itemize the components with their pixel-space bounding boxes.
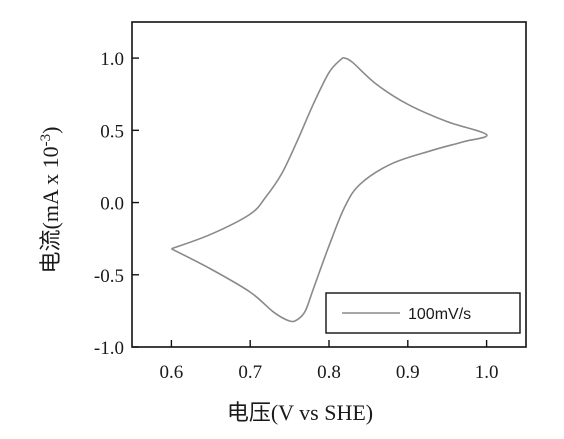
x-tick-label: 0.7 [238, 362, 262, 383]
x-tick-label: 0.6 [160, 362, 184, 383]
y-axis-label-exponent: -3 [38, 134, 54, 147]
legend-entry-label: 100mV/s [408, 306, 471, 323]
series-line [171, 58, 486, 322]
legend: 100mV/s [326, 293, 520, 333]
y-tick-label: -1.0 [94, 338, 124, 359]
x-tick-label: 1.0 [475, 362, 499, 383]
y-axis-label-main: 电流(mA x 10 [38, 146, 63, 273]
series-layer [171, 58, 486, 322]
y-tick-label: 0.5 [100, 121, 124, 142]
y-axis-label: 电流(mA x 10-3) [38, 127, 63, 274]
y-tick-label: -0.5 [94, 266, 124, 287]
y-tick-label: 1.0 [100, 49, 124, 70]
x-tick-label: 0.9 [396, 362, 420, 383]
x-tick-label: 0.8 [317, 362, 341, 383]
x-axis-label: 电压(V vs SHE) [227, 400, 373, 425]
y-axis-label-close: ) [38, 127, 63, 134]
y-tick-label: 0.0 [100, 194, 124, 215]
